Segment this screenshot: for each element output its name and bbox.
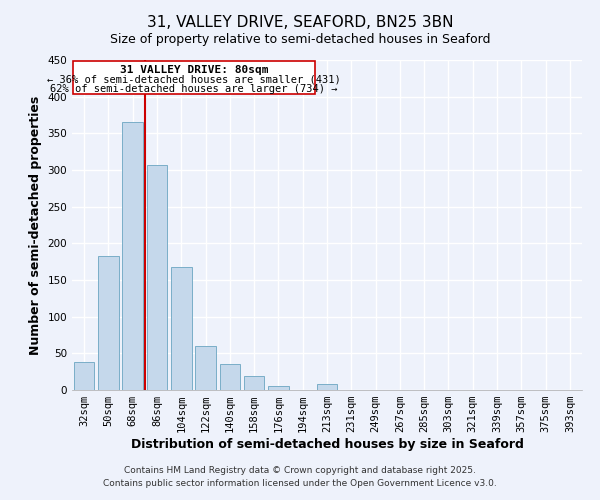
Y-axis label: Number of semi-detached properties: Number of semi-detached properties bbox=[29, 96, 42, 354]
Bar bbox=[171, 267, 191, 390]
X-axis label: Distribution of semi-detached houses by size in Seaford: Distribution of semi-detached houses by … bbox=[131, 438, 523, 451]
Bar bbox=[317, 384, 337, 390]
FancyBboxPatch shape bbox=[73, 62, 315, 94]
Bar bbox=[244, 376, 265, 390]
Text: 62% of semi-detached houses are larger (734) →: 62% of semi-detached houses are larger (… bbox=[50, 84, 338, 94]
Bar bbox=[74, 362, 94, 390]
Bar bbox=[146, 165, 167, 390]
Text: 31, VALLEY DRIVE, SEAFORD, BN25 3BN: 31, VALLEY DRIVE, SEAFORD, BN25 3BN bbox=[147, 15, 453, 30]
Text: Contains HM Land Registry data © Crown copyright and database right 2025.
Contai: Contains HM Land Registry data © Crown c… bbox=[103, 466, 497, 487]
Bar bbox=[98, 256, 119, 390]
Bar bbox=[220, 364, 240, 390]
Text: Size of property relative to semi-detached houses in Seaford: Size of property relative to semi-detach… bbox=[110, 32, 490, 46]
Bar bbox=[268, 386, 289, 390]
Bar bbox=[122, 122, 143, 390]
Text: ← 36% of semi-detached houses are smaller (431): ← 36% of semi-detached houses are smalle… bbox=[47, 74, 341, 85]
Bar bbox=[195, 346, 216, 390]
Text: 31 VALLEY DRIVE: 80sqm: 31 VALLEY DRIVE: 80sqm bbox=[120, 65, 268, 75]
